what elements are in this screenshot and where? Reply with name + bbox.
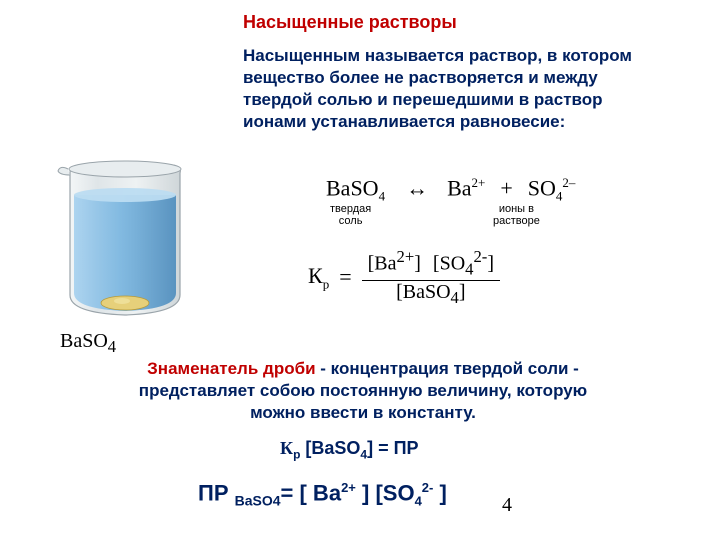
kp-numerator: [Ba2+] [SO42-]	[362, 247, 500, 281]
eq-lhs: BaSO	[326, 175, 379, 200]
dissociation-equation: BaSO4 ↔ Ba2+ + SO42–	[326, 175, 666, 205]
phase-solid-label: твердая соль	[330, 203, 371, 227]
kp-fraction: [Ba2+] [SO42-] [BaSO4]	[362, 247, 500, 308]
beaker-svg	[30, 155, 210, 325]
definition-text: Насыщенным называется раствор, в котором…	[243, 45, 653, 133]
kp-denominator: [BaSO4]	[362, 281, 500, 308]
beaker-illustration	[30, 155, 210, 365]
eq-rhs1: Ba	[447, 175, 471, 200]
denominator-explanation: Знаменатель дроби - концентрация твердой…	[118, 358, 608, 424]
slide: Насыщенные растворы Насыщенным называетс…	[0, 0, 720, 540]
beaker-label: BaSO4	[60, 330, 116, 357]
eq-rhs2: SO	[528, 175, 556, 200]
equation-block: BaSO4 ↔ Ba2+ + SO42– твердая соль ионы в…	[308, 175, 648, 205]
beaker-label-sub: 4	[108, 337, 116, 356]
eq-arrow: ↔	[406, 175, 428, 200]
solubility-product-line: ПР BaSO4= [ Ba2+ ] [SO42- ]	[198, 480, 447, 509]
denom-highlight: Знаменатель дроби	[147, 359, 315, 378]
page-number: 4	[502, 494, 512, 517]
kp-symbol: Кр	[308, 263, 329, 292]
kp-equation: Кр = [Ba2+] [SO42-] [BaSO4]	[308, 247, 500, 308]
kp-constant-line: Кр [BaSO4] = ПР	[280, 438, 419, 462]
phase-ions-label: ионы в растворе	[493, 203, 540, 227]
beaker-label-text: BaSO	[60, 330, 108, 352]
slide-title: Насыщенные растворы	[243, 12, 457, 33]
